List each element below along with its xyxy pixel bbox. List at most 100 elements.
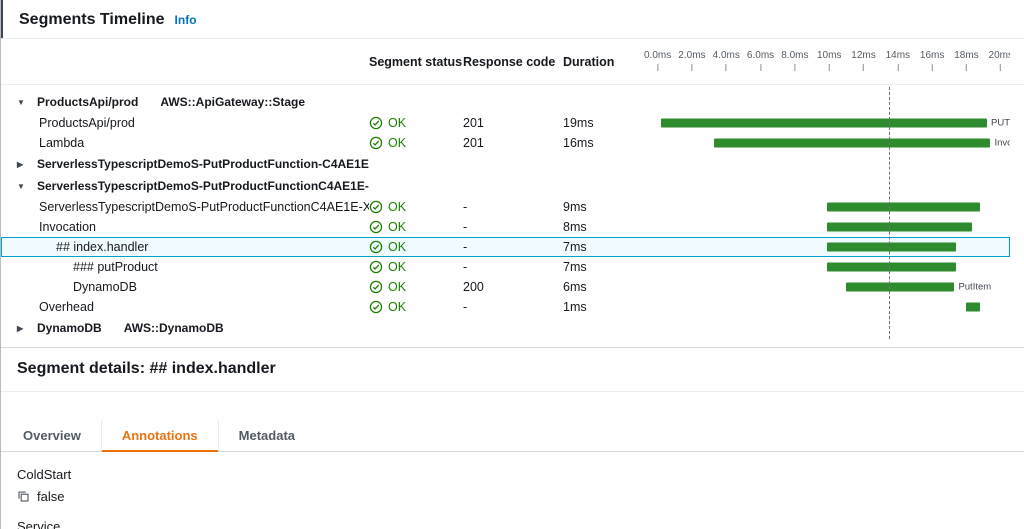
timeline-bar[interactable] — [827, 262, 957, 272]
status-text: OK — [388, 220, 407, 234]
info-link[interactable]: Info — [174, 13, 197, 27]
segment-row[interactable]: ## index.handler OK - 7ms — [1, 237, 1010, 257]
ruler-tick-label: 10ms — [816, 50, 842, 61]
status-text: OK — [388, 116, 407, 130]
annotation-field: Serviceserverless-typescript-demo — [17, 519, 1008, 529]
segment-details-header: Segment details: ## index.handler — [1, 348, 1024, 392]
ruler-tick-label: 8.0ms — [781, 50, 809, 61]
ruler-tick: 20ms — [989, 50, 1010, 71]
segment-group-row[interactable]: ▼ ServerlessTypescriptDemoS-PutProductFun… — [1, 175, 1010, 197]
ruler-tick-label: 16ms — [919, 50, 945, 61]
segment-row[interactable]: ServerlessTypescriptDemoS-PutProductFunc… — [1, 197, 1010, 217]
response-code-value: - — [463, 200, 468, 214]
timeline-cell — [641, 297, 1010, 317]
group-name: ServerlessTypescriptDemoS-PutProductFunc… — [37, 179, 369, 193]
timeline-bar[interactable] — [827, 202, 981, 212]
duration-value: 16ms — [563, 136, 594, 150]
response-code-value: - — [463, 300, 468, 314]
segment-name: ServerlessTypescriptDemoS-PutProductFunc… — [39, 200, 369, 214]
tab-annotations[interactable]: Annotations — [100, 420, 218, 452]
timeline-cell — [641, 237, 1010, 257]
ruler-tick: 0.0ms — [644, 50, 671, 71]
annotations-content: ColdStart false Serviceserverless-typescri… — [1, 452, 1024, 529]
segment-group-row[interactable]: ▶ ServerlessTypescriptDemoS-PutProductFun… — [1, 153, 1010, 175]
timeline-cell — [641, 217, 1010, 237]
duration-value: 7ms — [563, 240, 587, 254]
group-type-label: AWS::ApiGateway::Stage — [160, 95, 306, 109]
timeline-bar[interactable] — [846, 282, 955, 292]
response-code-value: - — [463, 220, 468, 234]
timeline-bar[interactable] — [966, 302, 981, 312]
segment-name: Lambda — [39, 136, 85, 150]
ruler-tick-label: 18ms — [954, 50, 979, 61]
tab-overview[interactable]: Overview — [23, 428, 81, 443]
annotation-key: ColdStart — [17, 467, 72, 482]
ruler-tick-mark — [794, 64, 796, 71]
segment-row[interactable]: Overhead OK - 1ms — [1, 297, 1010, 317]
copy-icon[interactable] — [17, 490, 30, 503]
group-type-label: AWS::DynamoDB — [123, 321, 224, 335]
ruler-tick-mark — [691, 64, 693, 71]
segment-row[interactable]: DynamoDB OK 200 6ms PutItem — [1, 277, 1010, 297]
collapse-arrow-icon[interactable]: ▼ — [17, 97, 25, 107]
response-code-value: 200 — [463, 280, 484, 294]
segment-row[interactable]: Invocation OK - 8ms — [1, 217, 1010, 237]
ruler-tick: 12ms — [851, 50, 876, 71]
response-code-value: - — [463, 260, 468, 274]
ruler-tick-mark — [897, 64, 899, 71]
segment-row[interactable]: Lambda OK 201 16ms Invoke: S — [1, 133, 1010, 153]
expand-arrow-icon[interactable]: ▶ — [17, 159, 24, 169]
status-ok-icon — [369, 136, 383, 150]
segment-name: ## index.handler — [56, 240, 149, 254]
duration-value: 9ms — [563, 200, 587, 214]
segment-row[interactable]: ProductsApi/prod OK 201 19ms PUT http — [1, 113, 1010, 133]
response-code-value: - — [463, 240, 468, 254]
timeline-bar[interactable] — [827, 222, 972, 232]
ruler-tick: 14ms — [886, 50, 910, 71]
duration-value: 6ms — [563, 280, 587, 294]
ruler-tick: 16ms — [920, 50, 944, 71]
ruler-tick-label: 2.0ms — [678, 50, 706, 61]
status-text: OK — [388, 136, 407, 150]
status-text: OK — [388, 240, 407, 254]
group-name: ProductsApi/prod — [37, 95, 139, 109]
ruler-tick: 8.0ms — [781, 50, 808, 71]
response-code-value: 201 — [463, 116, 484, 130]
status-text: OK — [388, 200, 407, 214]
group-name: ServerlessTypescriptDemoS-PutProductFunc… — [37, 157, 369, 171]
duration-value: 1ms — [563, 300, 587, 314]
table-header: Segment status Response code Duration 0.… — [1, 39, 1024, 85]
segment-group-row[interactable]: ▼ ProductsApi/prod AWS::ApiGateway::Stage — [1, 91, 1010, 113]
ruler-tick-mark — [657, 64, 659, 71]
timeline-ruler: 0.0ms 2.0ms 4.0ms 6.0ms 8.0ms 10ms 12ms 14ms 16m… — [641, 39, 1010, 84]
page-title: Segments Timeline — [19, 11, 165, 28]
ruler-tick: 2.0ms — [678, 50, 706, 71]
ruler-tick-label: 0.0ms — [643, 50, 672, 61]
timeline-bar[interactable] — [661, 118, 988, 128]
ruler-tick-mark — [931, 64, 933, 71]
timeline-cell: PutItem — [641, 277, 1010, 297]
status-ok-icon — [369, 200, 383, 214]
ruler-tick: 6.0ms — [747, 50, 774, 71]
segment-name: DynamoDB — [73, 280, 137, 294]
timeline-cell: Invoke: S — [641, 133, 1010, 153]
status-ok-icon — [369, 280, 383, 294]
segment-group-row[interactable]: ▶ DynamoDB AWS::DynamoDB — [1, 317, 1010, 339]
timeline-cell: PUT http — [641, 113, 1010, 133]
annotation-key: Service — [17, 519, 61, 529]
collapse-arrow-icon[interactable]: ▼ — [17, 181, 25, 191]
timeline-bar[interactable] — [714, 138, 991, 148]
tab-metadata[interactable]: Metadata — [217, 420, 315, 451]
expand-arrow-icon[interactable]: ▶ — [17, 323, 24, 333]
duration-value: 19ms — [563, 116, 594, 130]
segment-row[interactable]: ### putProduct OK - 7ms — [1, 257, 1010, 277]
duration-value: 8ms — [563, 220, 587, 234]
ruler-tick-mark — [965, 64, 967, 71]
ruler-tick-label: 4.0ms — [712, 50, 740, 61]
ruler-tick-mark — [828, 64, 830, 71]
timeline-cell — [641, 197, 1010, 217]
timeline-bar[interactable] — [827, 242, 957, 252]
ruler-tick-label: 12ms — [851, 50, 876, 61]
